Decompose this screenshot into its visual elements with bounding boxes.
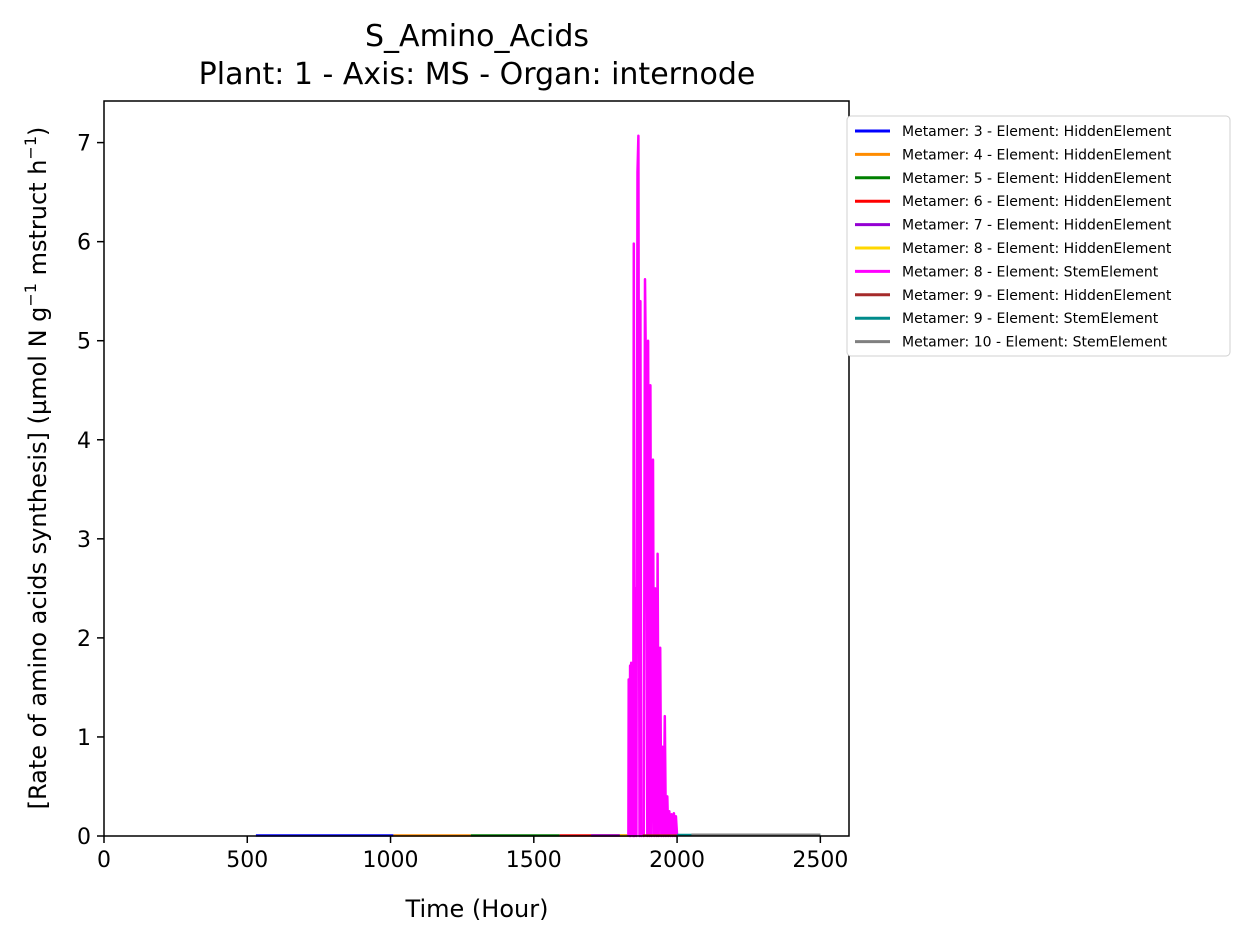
- y-tick-label-4: 4: [77, 429, 91, 454]
- legend-label-10: Metamer: 10 - Element: StemElement: [902, 335, 1168, 351]
- y-tick-label-7: 7: [77, 132, 91, 157]
- y-tick-label-3: 3: [77, 528, 91, 553]
- plot-lines: [255, 134, 821, 838]
- y-tick-label-5: 5: [77, 330, 91, 355]
- legend-label-6: Metamer: 8 - Element: HiddenElement: [902, 241, 1172, 257]
- legend-box: [846, 115, 1231, 357]
- chart-subtitle: Plant: 1 - Axis: MS - Organ: internode: [199, 57, 756, 92]
- legend-label-7: Metamer: 8 - Element: StemElement: [902, 264, 1159, 280]
- y-tick-label-1: 1: [77, 726, 91, 751]
- x-tick-label-1: 500: [226, 848, 268, 873]
- legend-label-2: Metamer: 4 - Element: HiddenElement: [902, 147, 1172, 163]
- x-tick-label-2: 1000: [363, 848, 419, 873]
- y-tick-label-2: 2: [77, 627, 91, 652]
- legend-label-4: Metamer: 6 - Element: HiddenElement: [902, 194, 1172, 210]
- series-line-7: [627, 134, 679, 838]
- legend-label-9: Metamer: 9 - Element: StemElement: [902, 311, 1159, 327]
- plot-frame: [103, 100, 850, 837]
- x-tick-label-3: 1500: [506, 848, 562, 873]
- legend-label-8: Metamer: 9 - Element: HiddenElement: [902, 288, 1172, 304]
- y-axis-label: [Rate of amino acids synthesis] (µmol N …: [21, 127, 52, 810]
- legend-label-1: Metamer: 3 - Element: HiddenElement: [902, 124, 1172, 140]
- y-tick-label-6: 6: [77, 231, 91, 256]
- chart-title: S_Amino_Acids: [365, 19, 589, 54]
- legend: Metamer: 3 - Element: HiddenElement Metam…: [846, 115, 1231, 357]
- y-tick-label-0: 0: [77, 825, 91, 850]
- y-axis-ticks: 0 1 2 3 4 5 6 7: [77, 132, 104, 850]
- x-tick-label-4: 2000: [649, 848, 705, 873]
- x-tick-label-5: 2500: [792, 848, 848, 873]
- x-axis-ticks: 0 500 1000 1500 2000 2500: [97, 836, 848, 873]
- x-tick-label-0: 0: [97, 848, 111, 873]
- x-axis-label: Time (Hour): [405, 895, 549, 923]
- legend-label-3: Metamer: 5 - Element: HiddenElement: [902, 171, 1172, 187]
- legend-label-5: Metamer: 7 - Element: HiddenElement: [902, 218, 1172, 234]
